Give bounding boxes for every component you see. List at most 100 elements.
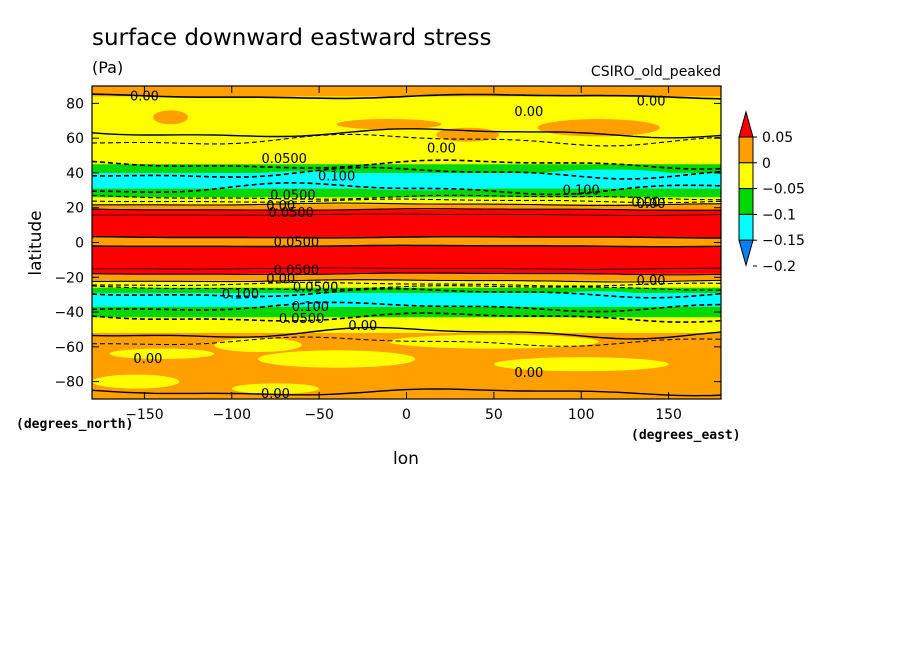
contour-line-7 xyxy=(92,198,721,204)
patch-10 xyxy=(546,291,652,306)
colorbar-label: −0.15 xyxy=(762,233,805,249)
y-tick-label: −20 xyxy=(54,270,84,286)
colorbar-label: −0.1 xyxy=(762,207,796,223)
x-tick-label: 50 xyxy=(485,407,503,423)
y-tick-label: 80 xyxy=(66,96,84,112)
colorbar-swatch xyxy=(738,162,754,190)
colorbar-label: −0.2 xyxy=(762,259,796,275)
contour-label: 0.00 xyxy=(348,319,377,334)
contour-line-10 xyxy=(92,213,721,216)
contour-label: 0.0500 xyxy=(261,152,307,167)
colorbar: 0.05 0 −0.05 −0.1 −0.15 −0.2 xyxy=(738,110,805,275)
contour-line-15 xyxy=(92,279,721,283)
contour-label: 0.0500 xyxy=(268,206,314,221)
band-16 xyxy=(92,317,721,334)
contour-lines xyxy=(92,93,721,397)
contour-line-1 xyxy=(92,128,721,139)
colorbar-label: 0.05 xyxy=(762,130,793,146)
contour-label: 0.0500 xyxy=(274,263,320,278)
patch-16 xyxy=(231,383,320,394)
contour-line-20 xyxy=(92,312,721,323)
band-5 xyxy=(92,188,721,198)
band-13 xyxy=(92,287,721,294)
patch-5 xyxy=(319,172,529,191)
contour-line-5 xyxy=(92,181,721,196)
contour-line-8 xyxy=(92,202,721,206)
patch-12 xyxy=(389,334,599,349)
y-tick-label: −80 xyxy=(54,375,84,391)
colorbar-swatch xyxy=(738,213,754,241)
contour-line-23 xyxy=(92,388,721,397)
contour-label: 0.100 xyxy=(222,288,259,303)
contour-label: 0.00 xyxy=(133,352,162,367)
patch-15 xyxy=(92,374,180,389)
chart-title: surface downward eastward stress xyxy=(92,25,491,51)
y-axis-ticks: 80 60 40 20 0 −20 −40 −60 −80 xyxy=(54,96,721,391)
colorbar-label: −0.05 xyxy=(762,182,805,198)
band-10 xyxy=(92,245,721,275)
contour-label: 0.100 xyxy=(318,169,355,184)
contour-line-14 xyxy=(92,272,721,276)
patch-3 xyxy=(336,119,442,130)
band-15 xyxy=(92,306,721,318)
x-tick-label: 0 xyxy=(402,407,411,423)
y-tick-label: 60 xyxy=(66,131,84,147)
colorbar-under-triangle xyxy=(738,239,754,268)
contour-label: 0.00 xyxy=(130,89,159,104)
contour-line-11 xyxy=(92,236,721,239)
contour-label: 0.0500 xyxy=(274,236,320,251)
contour-label: 0.0500 xyxy=(279,312,325,327)
x-axis-ticks: −150 −100 −50 0 50 100 150 xyxy=(125,86,682,423)
contour-line-17 xyxy=(92,285,721,291)
band-9 xyxy=(92,237,721,247)
plot-area: 0.000.000.000.000.000.000.000.000.000.05… xyxy=(92,86,721,399)
contour-label: 0.0500 xyxy=(270,189,316,204)
x-tick-label: −150 xyxy=(125,407,163,423)
band-2 xyxy=(92,134,721,165)
contour-label: 0.00 xyxy=(637,197,666,212)
x-tick-label: −50 xyxy=(304,407,334,423)
patch-7 xyxy=(249,171,355,182)
band-11 xyxy=(92,273,721,282)
y-tick-label: 20 xyxy=(66,201,84,217)
contour-line-19 xyxy=(92,301,721,313)
patch-14 xyxy=(257,350,416,368)
contour-line-6 xyxy=(92,194,721,201)
contour-line-22 xyxy=(92,336,721,347)
contour-label: 0.00 xyxy=(514,105,543,120)
band-6 xyxy=(92,197,721,205)
y-tick-label: −40 xyxy=(54,305,84,321)
contour-label: 0.00 xyxy=(631,196,660,211)
colorbar-swatch xyxy=(738,136,754,164)
x-tick-label: 150 xyxy=(655,407,682,423)
contour-line-0 xyxy=(92,93,721,100)
patch-17 xyxy=(493,357,669,372)
x-tick-label: 100 xyxy=(568,407,595,423)
contour-label: 0.100 xyxy=(563,183,600,198)
band-7 xyxy=(92,204,721,210)
anomaly-patches xyxy=(92,110,687,394)
patch-4 xyxy=(100,172,241,187)
y-axis-label: latitude xyxy=(26,210,46,275)
contour-line-9 xyxy=(92,208,721,211)
contour-line-16 xyxy=(92,281,721,287)
patch-13 xyxy=(109,348,215,360)
x-axis-label: lon xyxy=(393,449,419,469)
colorbar-over-triangle xyxy=(738,110,754,138)
contour-label: 0.00 xyxy=(637,95,666,110)
chart-units: (Pa) xyxy=(92,58,123,77)
contour-line-13 xyxy=(92,267,721,270)
y-tick-label: 0 xyxy=(75,236,84,252)
contour-label: 0.00 xyxy=(427,142,456,157)
contour-label: 0.00 xyxy=(266,199,295,214)
contour-label: 0.00 xyxy=(637,274,666,289)
contour-label: 0.0500 xyxy=(293,281,339,296)
x-tick-label: −100 xyxy=(213,407,251,423)
contour-line-21 xyxy=(92,326,721,340)
contour-labels: 0.000.000.000.000.000.000.000.000.000.05… xyxy=(130,89,666,399)
model-annotation: CSIRO_old_peaked xyxy=(591,64,721,80)
patch-0 xyxy=(153,110,189,125)
colorbar-swatch xyxy=(738,188,754,215)
contour-line-2 xyxy=(92,133,721,147)
